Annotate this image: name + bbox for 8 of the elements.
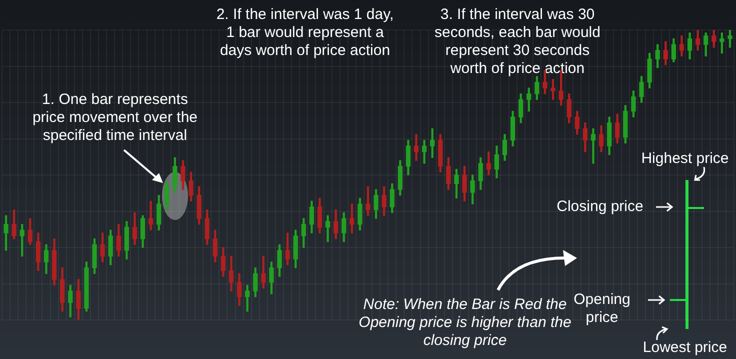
annotation: Opening price — [574, 291, 630, 326]
annotation: 1. One bar represents price movement over the specified time interval — [31, 91, 199, 145]
annotation: Note: When the Bar is Red the Opening price is higher than the closing price — [358, 296, 572, 349]
annotation: Highest price — [640, 150, 730, 168]
annotation: 2. If the interval was 1 day, 1 bar would represent a days worth of price action — [215, 6, 395, 60]
text: Lowest price — [642, 339, 728, 357]
annotation: Closing price — [556, 198, 644, 216]
annotation: 3. If the interval was 30 seconds, each bar would represent 30 seconds worth of price action — [434, 6, 602, 78]
